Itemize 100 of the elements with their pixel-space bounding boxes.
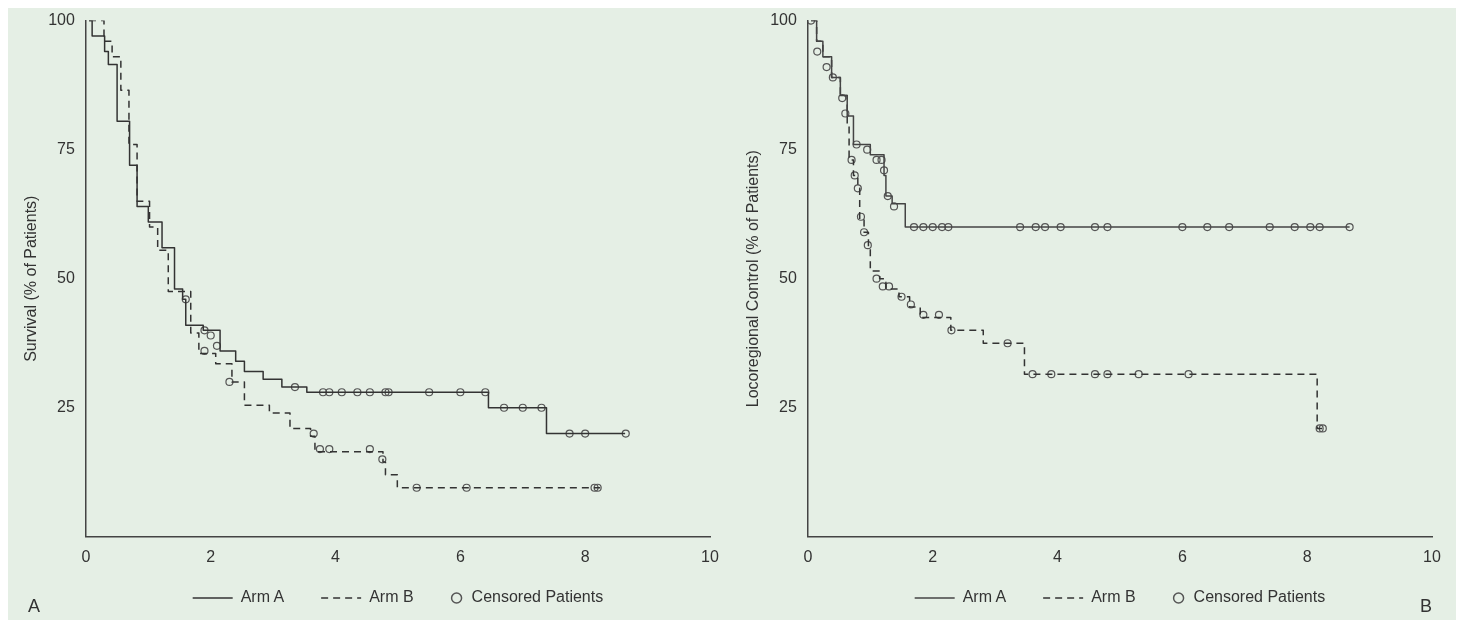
point	[1225, 222, 1234, 232]
point	[872, 274, 881, 283]
x-tick-label: 10	[1423, 547, 1441, 565]
x-tick-label: 10	[701, 547, 719, 565]
point	[1031, 222, 1040, 232]
point	[365, 444, 374, 454]
point	[813, 47, 822, 56]
point	[1103, 222, 1112, 232]
point	[852, 140, 861, 149]
text: A	[28, 595, 41, 616]
point	[1203, 222, 1212, 232]
y-tick-label: 100	[770, 11, 797, 29]
point	[499, 403, 509, 412]
point	[225, 377, 234, 387]
point	[1015, 222, 1025, 232]
point	[365, 388, 374, 397]
point	[537, 403, 546, 412]
point	[928, 222, 937, 232]
point	[1265, 222, 1274, 232]
point	[919, 310, 928, 319]
point	[290, 383, 300, 392]
y-axis-title: Survival (% of Patients)	[22, 195, 40, 362]
point	[518, 403, 527, 412]
point	[412, 483, 421, 492]
point	[384, 388, 393, 397]
point	[325, 388, 334, 397]
point	[200, 346, 209, 356]
point	[934, 310, 944, 319]
x-tick-label: 8	[580, 547, 590, 565]
x-tick-label: 2	[206, 547, 216, 565]
point	[200, 326, 209, 335]
point	[850, 171, 859, 180]
point	[863, 241, 872, 250]
legend-label: Arm B	[369, 588, 414, 606]
point	[919, 222, 928, 232]
legend-label: Arm A	[240, 588, 285, 606]
y-tick-label: 50	[57, 269, 75, 287]
y-tick-label: 25	[57, 398, 75, 416]
legend-label: Censored Patients	[471, 588, 604, 606]
point	[883, 192, 892, 201]
point	[889, 202, 899, 211]
point	[1345, 222, 1354, 232]
x-tick-label: 0	[803, 547, 813, 565]
point	[1318, 424, 1327, 433]
y-axis-title: Locoregional Control (% of Patients)	[744, 150, 762, 408]
point	[944, 222, 953, 232]
point	[315, 444, 325, 454]
point	[381, 388, 390, 397]
point	[1315, 424, 1324, 433]
point	[879, 166, 889, 175]
point	[897, 292, 906, 301]
legend-label: Arm A	[962, 588, 1007, 606]
point	[1028, 370, 1037, 379]
point	[1056, 222, 1065, 232]
point	[1178, 222, 1187, 232]
point	[581, 429, 590, 438]
x-tick-label: 6	[455, 547, 465, 565]
point	[1047, 370, 1056, 379]
point	[822, 62, 831, 72]
point	[318, 388, 328, 397]
point	[593, 483, 602, 492]
x-tick-label: 0	[81, 547, 91, 565]
point	[425, 388, 434, 397]
point	[853, 184, 862, 193]
y-tick-label: 100	[48, 11, 75, 29]
point	[325, 444, 334, 454]
point	[1103, 370, 1112, 379]
point	[859, 228, 869, 237]
point	[1306, 222, 1315, 232]
point	[872, 155, 881, 165]
point	[947, 326, 956, 335]
point	[1290, 222, 1299, 232]
y-tick-label: 25	[779, 398, 797, 416]
point	[621, 429, 630, 438]
x-tick-label: 2	[928, 547, 938, 565]
point	[1090, 222, 1100, 232]
point	[863, 145, 872, 154]
point	[1090, 370, 1100, 379]
point	[1040, 222, 1050, 232]
point	[337, 388, 346, 397]
text: B	[1419, 595, 1432, 616]
y-tick-label: 50	[779, 269, 797, 287]
point	[1003, 339, 1012, 348]
x-tick-label: 6	[1177, 547, 1187, 565]
point	[456, 388, 465, 397]
point	[838, 93, 847, 103]
point	[937, 222, 947, 232]
y-tick-label: 75	[779, 140, 797, 158]
point	[206, 331, 215, 340]
legend-label: Censored Patients	[1193, 588, 1326, 606]
point	[565, 429, 574, 438]
point	[909, 222, 919, 232]
point	[906, 300, 915, 309]
legend-label: Arm B	[1091, 588, 1136, 606]
point	[378, 455, 387, 464]
point	[847, 155, 856, 165]
point	[1134, 370, 1143, 379]
point	[828, 73, 837, 82]
x-tick-label: 4	[1053, 547, 1063, 565]
point	[841, 109, 850, 118]
